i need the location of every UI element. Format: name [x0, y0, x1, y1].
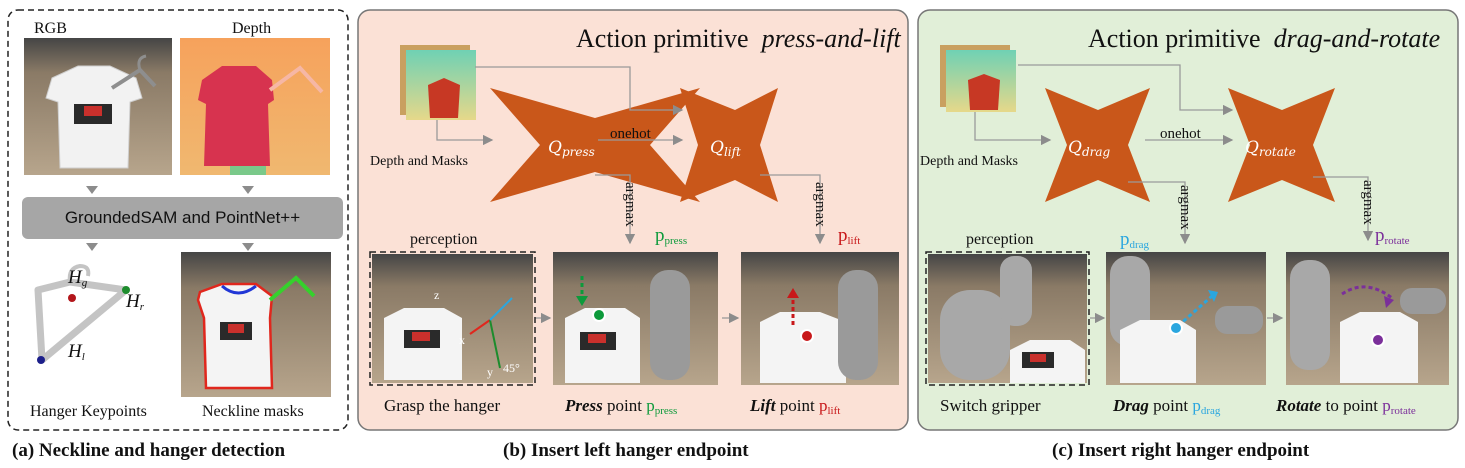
- b-photo-lift: [741, 252, 899, 385]
- q-lift-label: Qlift: [710, 138, 741, 159]
- c-input-label: Depth and Masks: [920, 154, 1018, 169]
- c-edge-input-top: [1018, 64, 1234, 116]
- arrow-module-to-keypoints: [86, 243, 98, 251]
- b-edge-argmax1: [595, 174, 636, 245]
- b-onehot-label: onehot: [610, 126, 651, 142]
- b-axis-y: y: [487, 365, 493, 379]
- b-input-label: Depth and Masks: [370, 154, 468, 169]
- c-photo-drag: [1106, 252, 1266, 385]
- b-lift-point: [800, 329, 814, 343]
- c-rotate-point: [1371, 333, 1385, 347]
- neckline-masks-label: Neckline masks: [202, 403, 304, 420]
- arrow-depth-to-module: [242, 186, 254, 194]
- c-edge-argmax2: [1313, 176, 1374, 242]
- c-step2-label: Drag point pdrag: [1113, 396, 1221, 417]
- caption-b: (b) Insert left hanger endpoint: [503, 440, 749, 461]
- c-drag-point: [1169, 321, 1183, 335]
- c-perception-label: perception: [966, 231, 1034, 248]
- c-photo-switch: [928, 254, 1087, 383]
- c-edge-argmax1: [1128, 181, 1191, 245]
- b-edge-input-qpress: [436, 120, 494, 146]
- depth-image: [180, 38, 330, 175]
- neckline-mask-image: [181, 252, 331, 397]
- c-p-rotate-label: protate: [1375, 225, 1410, 247]
- arrow-rgb-to-module: [86, 186, 98, 194]
- keypoint-hl-label: Hl: [68, 341, 85, 363]
- panel-c-input-stack: [940, 45, 1016, 112]
- b-press-point: [592, 308, 606, 322]
- q-rotate-label: Qrotate: [1245, 138, 1296, 159]
- b-axis-x: x: [459, 333, 465, 347]
- c-p-drag-label: pdrag: [1120, 229, 1150, 251]
- b-p-press-label: ppress: [655, 225, 688, 247]
- b-step1-label: Grasp the hanger: [384, 396, 501, 415]
- q-press-network: [490, 88, 700, 202]
- q-drag-network: [1045, 88, 1150, 202]
- b-perception-frame: [369, 251, 536, 386]
- q-press-label: Qpress: [548, 138, 595, 159]
- panel-c-title: Action primitive drag-and-rotate: [1088, 24, 1441, 53]
- keypoint-hr-label: Hr: [126, 291, 145, 313]
- depth-label: Depth: [232, 20, 272, 37]
- c-argmax1-label: argmax: [1177, 185, 1193, 230]
- c-step3-label: Rotate to point protate: [1276, 396, 1416, 417]
- c-edge-input-qdrag: [974, 112, 1052, 146]
- c-photo-rotate: [1286, 252, 1449, 385]
- q-drag-label: Qdrag: [1068, 138, 1111, 159]
- b-p-lift-label: plift: [838, 225, 861, 247]
- rgb-label: RGB: [34, 20, 67, 37]
- b-step2-label: Press point ppress: [565, 396, 678, 417]
- b-edge-input-top: [475, 66, 684, 116]
- c-step1-label: Switch gripper: [940, 396, 1041, 415]
- c-argmax2-label: argmax: [1360, 180, 1376, 225]
- c-perception-frame: [925, 251, 1090, 386]
- b-argmax1-label: argmax: [622, 182, 638, 227]
- b-axis-z: z: [434, 288, 440, 302]
- b-edge-argmax2: [760, 174, 826, 245]
- hanger-keypoints-label: Hanger Keypoints: [30, 403, 147, 420]
- hanger-keypoints-drawing: [34, 263, 130, 364]
- q-rotate-network: [1228, 88, 1335, 202]
- b-photo-press: [553, 252, 718, 385]
- c-onehot-label: onehot: [1160, 126, 1201, 142]
- panel-b-title: Action primitive press-and-lift: [576, 24, 901, 53]
- rgb-image: [24, 38, 172, 175]
- arrow-module-to-masks: [242, 243, 254, 251]
- b-step3-label: Lift point plift: [750, 396, 841, 417]
- keypoint-hg-label: Hg: [68, 267, 88, 289]
- q-lift-network: [680, 88, 778, 202]
- b-photo-grasp: [372, 254, 533, 383]
- b-argmax2-label: argmax: [812, 182, 828, 227]
- groundedsam-pointnet-module: GroundedSAM and PointNet++: [22, 197, 343, 239]
- b-perception-label: perception: [410, 231, 478, 248]
- caption-a: (a) Neckline and hanger detection: [12, 440, 286, 461]
- panel-b-input-stack: [400, 45, 476, 120]
- b-axis-angle: 45°: [503, 361, 520, 375]
- caption-c: (c) Insert right hanger endpoint: [1052, 440, 1310, 461]
